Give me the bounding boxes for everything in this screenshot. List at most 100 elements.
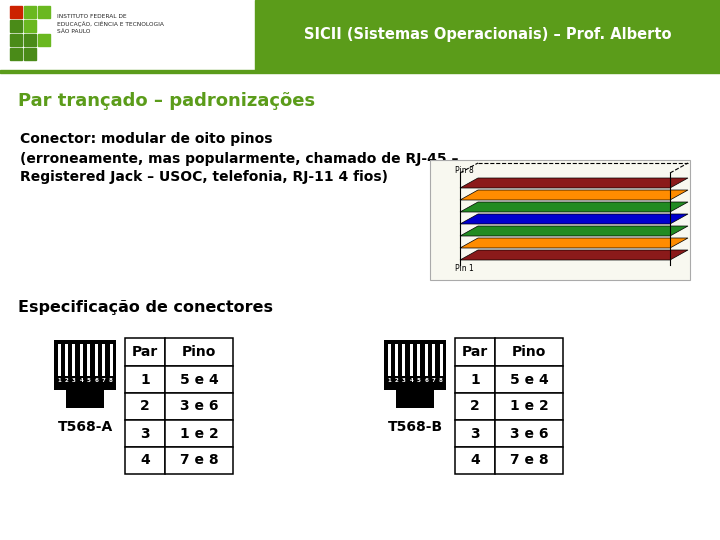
Text: 3: 3 (72, 379, 76, 383)
Bar (432, 344, 435, 376)
Bar (165, 420, 233, 447)
Text: 5: 5 (417, 379, 420, 383)
Text: 7 e 8: 7 e 8 (510, 454, 549, 468)
Bar (24, 34, 36, 46)
Bar (65, 344, 68, 376)
Polygon shape (460, 238, 688, 248)
Text: 1: 1 (140, 373, 150, 387)
Polygon shape (460, 250, 688, 260)
Text: 5 e 4: 5 e 4 (510, 373, 549, 387)
Bar (24, 6, 36, 18)
Bar (58, 344, 60, 376)
Bar (402, 344, 405, 376)
Text: 4: 4 (410, 379, 413, 383)
Text: 6: 6 (424, 379, 428, 383)
Bar (255, 0, 720, 70)
Bar (0, 70, 720, 73)
Bar (495, 447, 563, 474)
Bar (165, 338, 233, 366)
Bar (495, 338, 563, 366)
Bar (10, 48, 22, 60)
Text: 3 e 6: 3 e 6 (510, 427, 548, 441)
Bar (10, 20, 22, 32)
Bar (455, 393, 495, 420)
Bar (80, 344, 83, 376)
Polygon shape (460, 202, 688, 212)
Text: INSTITUTO FEDERAL DE
EDUCAÇÃO, CIÊNCIA E TECNOLOGIA
SÃO PAULO: INSTITUTO FEDERAL DE EDUCAÇÃO, CIÊNCIA E… (57, 14, 164, 33)
Text: Pino: Pino (182, 345, 216, 359)
Bar (410, 344, 413, 376)
Text: 3: 3 (470, 427, 480, 441)
Bar (125, 393, 165, 420)
Polygon shape (460, 214, 688, 224)
Bar (10, 6, 22, 18)
Text: T568-A: T568-A (58, 420, 112, 434)
Bar (396, 390, 434, 408)
Text: 4: 4 (470, 454, 480, 468)
Bar (430, 160, 690, 280)
Bar (455, 447, 495, 474)
Bar (395, 344, 398, 376)
Text: 2: 2 (470, 400, 480, 414)
Bar (125, 420, 165, 447)
Bar (10, 34, 22, 46)
Text: 6: 6 (94, 379, 98, 383)
Text: Registered Jack – USOC, telefonia, RJ-11 4 fios): Registered Jack – USOC, telefonia, RJ-11… (20, 170, 388, 184)
Bar (495, 366, 563, 393)
Bar (165, 393, 233, 420)
Bar (24, 20, 36, 32)
Text: 1: 1 (57, 379, 61, 383)
Bar (455, 338, 495, 366)
Bar (165, 366, 233, 393)
Bar (72, 344, 76, 376)
Bar (417, 344, 420, 376)
Text: Conector: modular de oito pinos: Conector: modular de oito pinos (20, 132, 272, 146)
Text: 1: 1 (470, 373, 480, 387)
Bar (38, 6, 50, 18)
Text: 2: 2 (140, 400, 150, 414)
Text: 7: 7 (431, 379, 436, 383)
Text: 3: 3 (140, 427, 150, 441)
Bar (495, 393, 563, 420)
Text: 7: 7 (102, 379, 106, 383)
Polygon shape (460, 190, 688, 200)
Bar (439, 344, 443, 376)
Bar (495, 420, 563, 447)
Text: 1: 1 (387, 379, 391, 383)
Bar (94, 344, 98, 376)
Bar (38, 34, 50, 46)
Bar (455, 420, 495, 447)
Text: 2: 2 (65, 379, 68, 383)
Text: 3 e 6: 3 e 6 (180, 400, 218, 414)
Text: Pino: Pino (512, 345, 546, 359)
Polygon shape (460, 178, 688, 188)
Polygon shape (460, 226, 688, 236)
Bar (87, 344, 90, 376)
Text: Par trançado – padronizações: Par trançado – padronizações (18, 92, 315, 110)
Text: 5 e 4: 5 e 4 (179, 373, 218, 387)
Text: 4: 4 (140, 454, 150, 468)
Text: 3: 3 (402, 379, 406, 383)
Bar (102, 344, 105, 376)
Text: 1 e 2: 1 e 2 (510, 400, 549, 414)
Text: Pin 1: Pin 1 (455, 264, 474, 273)
Text: Par: Par (462, 345, 488, 359)
Text: 4: 4 (79, 379, 84, 383)
Bar (125, 338, 165, 366)
Text: T568-B: T568-B (387, 420, 443, 434)
Bar (425, 344, 428, 376)
Bar (66, 390, 104, 408)
Bar (125, 447, 165, 474)
Bar (384, 340, 446, 390)
Text: 7 e 8: 7 e 8 (180, 454, 218, 468)
Bar (455, 366, 495, 393)
Text: Especificação de conectores: Especificação de conectores (18, 300, 273, 315)
Bar (54, 340, 116, 390)
Bar (0, 0, 255, 70)
Bar (24, 48, 36, 60)
Bar (125, 366, 165, 393)
Text: 5: 5 (87, 379, 91, 383)
Text: Pin 8: Pin 8 (455, 166, 474, 175)
Bar (387, 344, 390, 376)
Text: 1 e 2: 1 e 2 (179, 427, 218, 441)
